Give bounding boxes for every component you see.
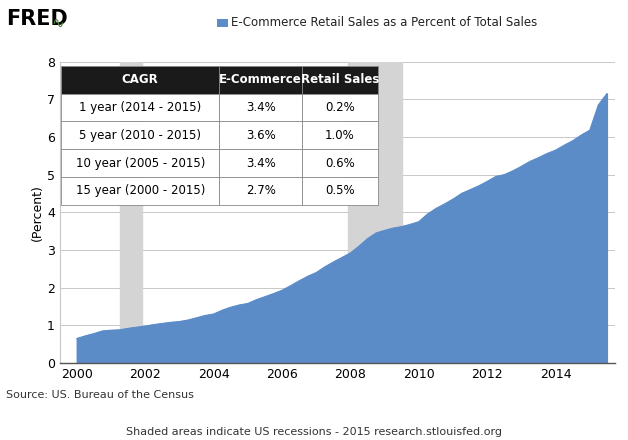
Text: Shaded areas indicate US recessions - 2015 research.stlouisfed.org: Shaded areas indicate US recessions - 20… xyxy=(126,427,502,437)
FancyBboxPatch shape xyxy=(220,177,302,205)
Text: 1 year (2014 - 2015): 1 year (2014 - 2015) xyxy=(79,101,202,114)
FancyBboxPatch shape xyxy=(220,66,302,94)
Text: 5 year (2010 - 2015): 5 year (2010 - 2015) xyxy=(79,129,201,142)
FancyBboxPatch shape xyxy=(61,121,220,149)
Text: E-Commerce Retail Sales as a Percent of Total Sales: E-Commerce Retail Sales as a Percent of … xyxy=(231,15,538,29)
FancyBboxPatch shape xyxy=(302,66,378,94)
Text: 3.6%: 3.6% xyxy=(246,129,276,142)
FancyBboxPatch shape xyxy=(61,177,220,205)
Text: 10 year (2005 - 2015): 10 year (2005 - 2015) xyxy=(75,157,205,169)
Text: 2.7%: 2.7% xyxy=(246,184,276,197)
Text: 3.4%: 3.4% xyxy=(246,157,276,169)
Text: CAGR: CAGR xyxy=(122,73,159,86)
Text: 1.0%: 1.0% xyxy=(325,129,355,142)
Text: 15 year (2000 - 2015): 15 year (2000 - 2015) xyxy=(75,184,205,197)
FancyBboxPatch shape xyxy=(61,66,220,94)
Text: Source: US. Bureau of the Census: Source: US. Bureau of the Census xyxy=(6,390,194,400)
FancyBboxPatch shape xyxy=(302,121,378,149)
Text: Retail Sales: Retail Sales xyxy=(301,73,379,86)
Bar xyxy=(348,62,402,363)
Y-axis label: (Percent): (Percent) xyxy=(31,184,44,241)
FancyBboxPatch shape xyxy=(302,94,378,121)
Text: 0.6%: 0.6% xyxy=(325,157,355,169)
Text: 0.5%: 0.5% xyxy=(325,184,355,197)
FancyBboxPatch shape xyxy=(61,94,220,121)
FancyBboxPatch shape xyxy=(220,121,302,149)
Text: FRED: FRED xyxy=(6,9,68,29)
FancyBboxPatch shape xyxy=(302,149,378,177)
FancyBboxPatch shape xyxy=(302,177,378,205)
Text: 3.4%: 3.4% xyxy=(246,101,276,114)
FancyBboxPatch shape xyxy=(220,149,302,177)
Text: E-Commerce: E-Commerce xyxy=(219,73,302,86)
Text: ∿: ∿ xyxy=(51,16,64,31)
Text: 0.2%: 0.2% xyxy=(325,101,355,114)
Bar xyxy=(119,62,143,363)
FancyBboxPatch shape xyxy=(220,94,302,121)
FancyBboxPatch shape xyxy=(61,149,220,177)
